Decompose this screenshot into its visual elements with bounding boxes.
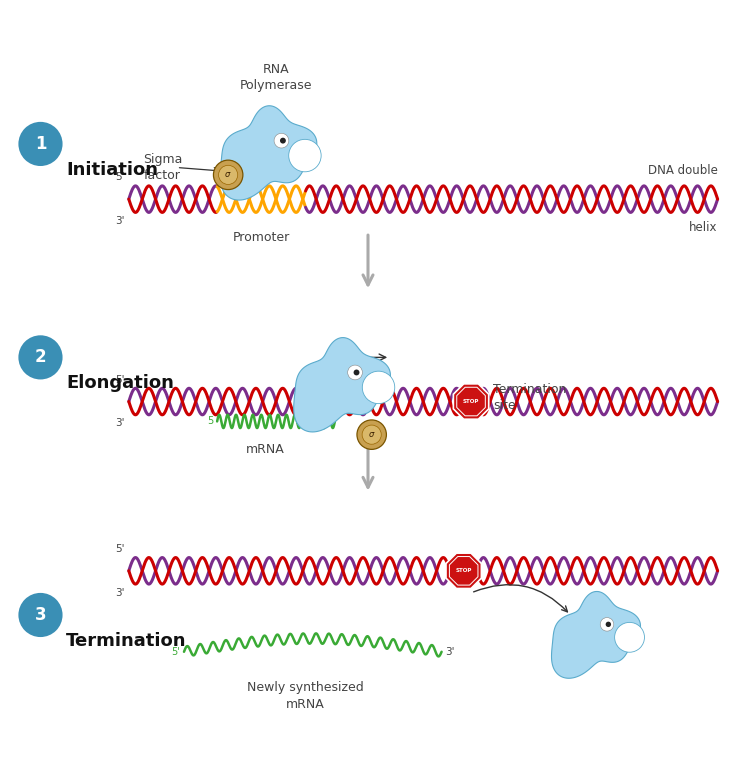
Text: 3': 3' [445,647,455,657]
Text: $\sigma$: $\sigma$ [368,430,375,439]
Text: mRNA: mRNA [246,444,284,456]
Polygon shape [294,337,390,432]
Polygon shape [551,591,640,678]
Circle shape [213,160,243,190]
Text: 3: 3 [35,606,46,624]
Text: 5': 5' [116,544,125,554]
Text: Elongation: Elongation [66,374,174,392]
Circle shape [615,622,645,652]
Circle shape [601,618,614,631]
Text: Sigma
factor: Sigma factor [144,153,183,182]
Text: DNA double: DNA double [648,164,718,177]
Text: helix: helix [689,221,718,234]
Text: 5': 5' [116,173,125,182]
Circle shape [219,166,238,184]
Text: STOP: STOP [463,399,479,404]
Text: 2: 2 [35,348,46,366]
Text: Newly synthesized
mRNA: Newly synthesized mRNA [247,681,364,711]
Circle shape [353,369,359,376]
Circle shape [357,420,386,449]
Text: 5: 5 [208,416,213,426]
Circle shape [18,593,63,637]
Text: Initiation: Initiation [66,161,158,179]
Circle shape [362,425,381,444]
Circle shape [362,371,394,404]
Polygon shape [220,105,316,200]
Text: 3': 3' [116,216,125,226]
Text: Termination: Termination [66,632,187,650]
Polygon shape [457,387,485,415]
Text: Promoter: Promoter [233,231,290,244]
Polygon shape [446,553,481,589]
Circle shape [606,622,611,627]
Text: 1: 1 [35,135,46,153]
Text: 5': 5' [171,647,180,657]
Circle shape [289,139,321,172]
Circle shape [18,122,63,166]
Circle shape [280,137,286,144]
Text: 3': 3' [116,419,125,429]
Text: Termination
site: Termination site [493,383,567,412]
Text: $\sigma$: $\sigma$ [224,170,232,180]
Text: STOP: STOP [456,569,472,573]
Circle shape [274,134,289,148]
Polygon shape [450,557,478,585]
Text: 3': 3' [116,588,125,597]
Text: 5': 5' [116,375,125,384]
Polygon shape [453,383,489,419]
Text: RNA
Polymerase: RNA Polymerase [240,63,312,92]
Circle shape [347,365,362,380]
Circle shape [18,335,63,380]
